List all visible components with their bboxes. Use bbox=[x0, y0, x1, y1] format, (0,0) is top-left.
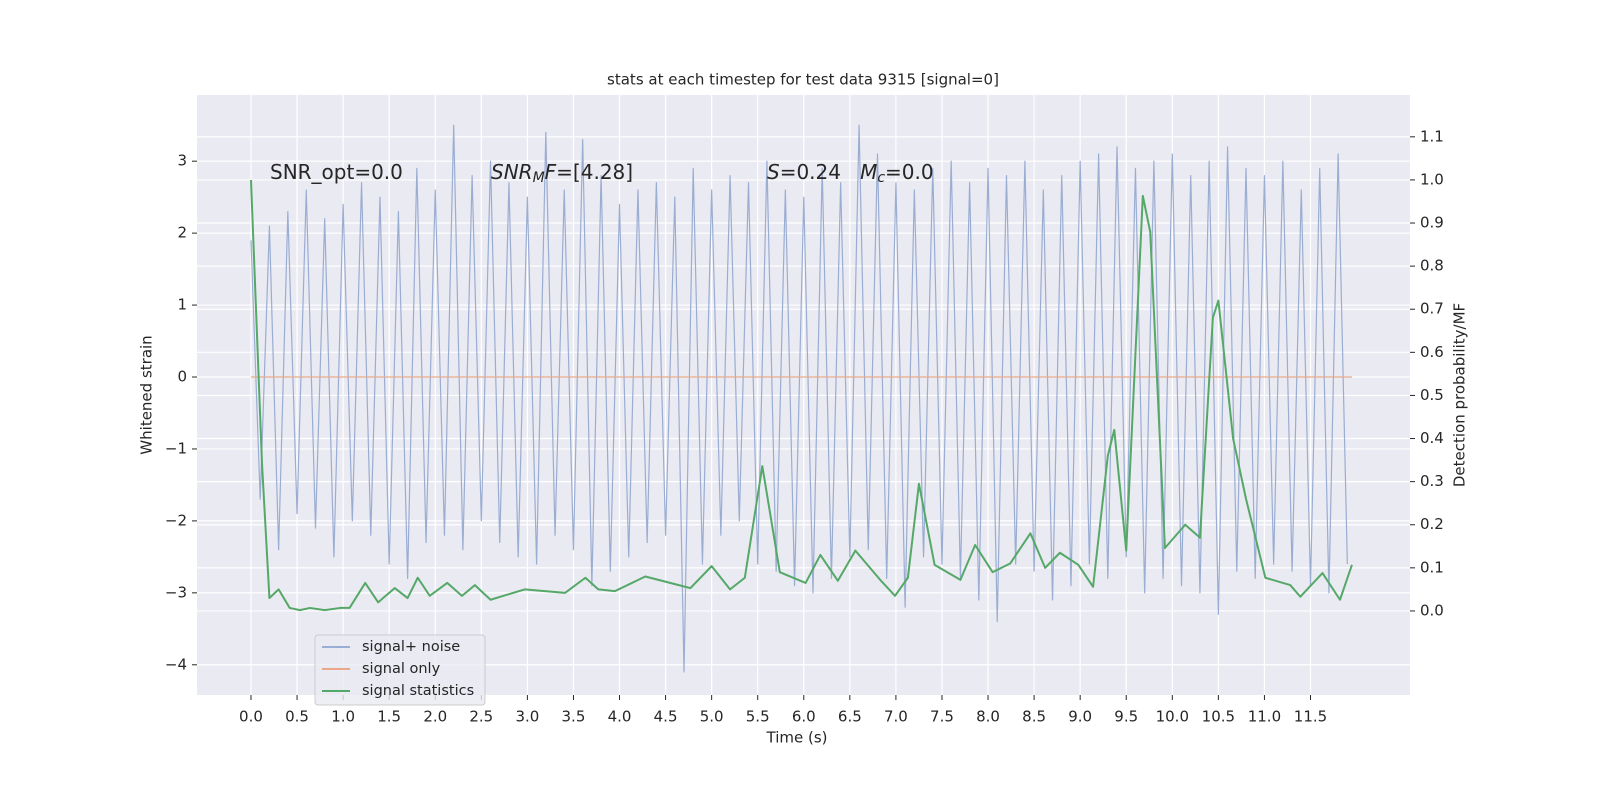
y2-tick-label: 0.0 bbox=[1420, 601, 1444, 619]
y-tick-label: −1 bbox=[165, 439, 187, 457]
x-tick-label: 0.5 bbox=[285, 708, 309, 726]
x-tick-label: 8.0 bbox=[976, 708, 1000, 726]
x-tick-label: 4.5 bbox=[654, 708, 678, 726]
y2-tick-label: 0.8 bbox=[1420, 257, 1444, 275]
series-line bbox=[249, 179, 1353, 612]
y2-tick-label: 0.6 bbox=[1420, 343, 1444, 361]
x-tick-label: 6.5 bbox=[838, 708, 862, 726]
x-tick-label: 11.0 bbox=[1248, 708, 1281, 726]
y-tick-label: −4 bbox=[165, 655, 187, 673]
y-tick-label: 3 bbox=[177, 152, 187, 170]
x-tick-label: 0.0 bbox=[239, 708, 263, 726]
x-tick-label: 3.5 bbox=[562, 708, 586, 726]
y2-tick-label: 0.5 bbox=[1420, 386, 1444, 404]
y2-tick-label: 0.3 bbox=[1420, 472, 1444, 490]
x-tick-label: 4.0 bbox=[608, 708, 632, 726]
y2-tick-label: 1.0 bbox=[1420, 170, 1444, 188]
legend-box bbox=[314, 634, 486, 706]
y-tick-label: 2 bbox=[177, 224, 187, 242]
x-tick-label: 11.5 bbox=[1294, 708, 1327, 726]
y2-tick-label: 0.1 bbox=[1420, 558, 1444, 576]
annotation-part: SNR_opt=0.0 bbox=[270, 160, 403, 184]
y2-tick-label: 0.7 bbox=[1420, 300, 1444, 318]
x-tick-label: 3.0 bbox=[515, 708, 539, 726]
annotation-part: S bbox=[767, 160, 780, 184]
annotation-part: M bbox=[533, 170, 545, 186]
y2-tick-label: 0.9 bbox=[1420, 214, 1444, 232]
legend-label: signal only bbox=[362, 661, 441, 677]
marks bbox=[249, 124, 1353, 673]
y2-tick-label: 0.4 bbox=[1420, 429, 1444, 447]
y2-tick-label: 1.1 bbox=[1420, 127, 1444, 145]
x-tick-label: 5.5 bbox=[746, 708, 770, 726]
x-tick-label: 7.0 bbox=[884, 708, 908, 726]
chart-title: stats at each timestep for test data 931… bbox=[607, 71, 999, 89]
y-tick-label: 1 bbox=[177, 296, 187, 314]
annotation-part: =0.0 bbox=[885, 160, 934, 184]
x-tick-label: 8.5 bbox=[1022, 708, 1046, 726]
annotation: SNR_opt=0.0 bbox=[270, 160, 403, 184]
annotation: SNRMF=[4.28] bbox=[491, 160, 633, 187]
annotation-part: =0.24 bbox=[780, 160, 860, 184]
annotation-part: M bbox=[860, 160, 877, 184]
annotation-part: c bbox=[877, 170, 885, 186]
y-axis-label: Whitened strain bbox=[138, 335, 156, 454]
y-tick-label: −2 bbox=[165, 511, 187, 529]
x-tick-label: 1.5 bbox=[377, 708, 401, 726]
x-tick-label: 7.5 bbox=[930, 708, 954, 726]
annotation-part: SNR bbox=[491, 160, 533, 184]
x-tick-label: 9.0 bbox=[1068, 708, 1092, 726]
x-tick-label: 6.0 bbox=[792, 708, 816, 726]
x-tick-label: 5.0 bbox=[700, 708, 724, 726]
annotation-part: =[4.28] bbox=[556, 160, 633, 184]
x-tick-label: 10.0 bbox=[1156, 708, 1189, 726]
x-tick-label: 1.0 bbox=[331, 708, 355, 726]
annotation-part: F bbox=[545, 160, 557, 184]
x-tick-label: 2.5 bbox=[469, 708, 493, 726]
x-tick-label: 10.5 bbox=[1202, 708, 1235, 726]
overlay: 0.0 0.5 1.0 1.5 2.0 2.5 3.0 3.5 4.0 4.5 5.0 5.5 6.0 6… bbox=[165, 127, 1444, 725]
series-line bbox=[250, 124, 1348, 673]
annotation: S=0.24 Mc=0.0 bbox=[767, 160, 934, 187]
y-tick-label: −3 bbox=[165, 583, 187, 601]
legend-label: signal+ noise bbox=[362, 639, 460, 655]
x-tick-label: 2.0 bbox=[423, 708, 447, 726]
x-axis-label: Time (s) bbox=[766, 729, 828, 747]
y-tick-label: 0 bbox=[177, 368, 187, 386]
legend-label: signal statistics bbox=[362, 683, 474, 699]
y2-axis-label: Detection probability/MF bbox=[1451, 303, 1469, 487]
y2-tick-label: 0.2 bbox=[1420, 515, 1444, 533]
x-tick-label: 9.5 bbox=[1114, 708, 1138, 726]
